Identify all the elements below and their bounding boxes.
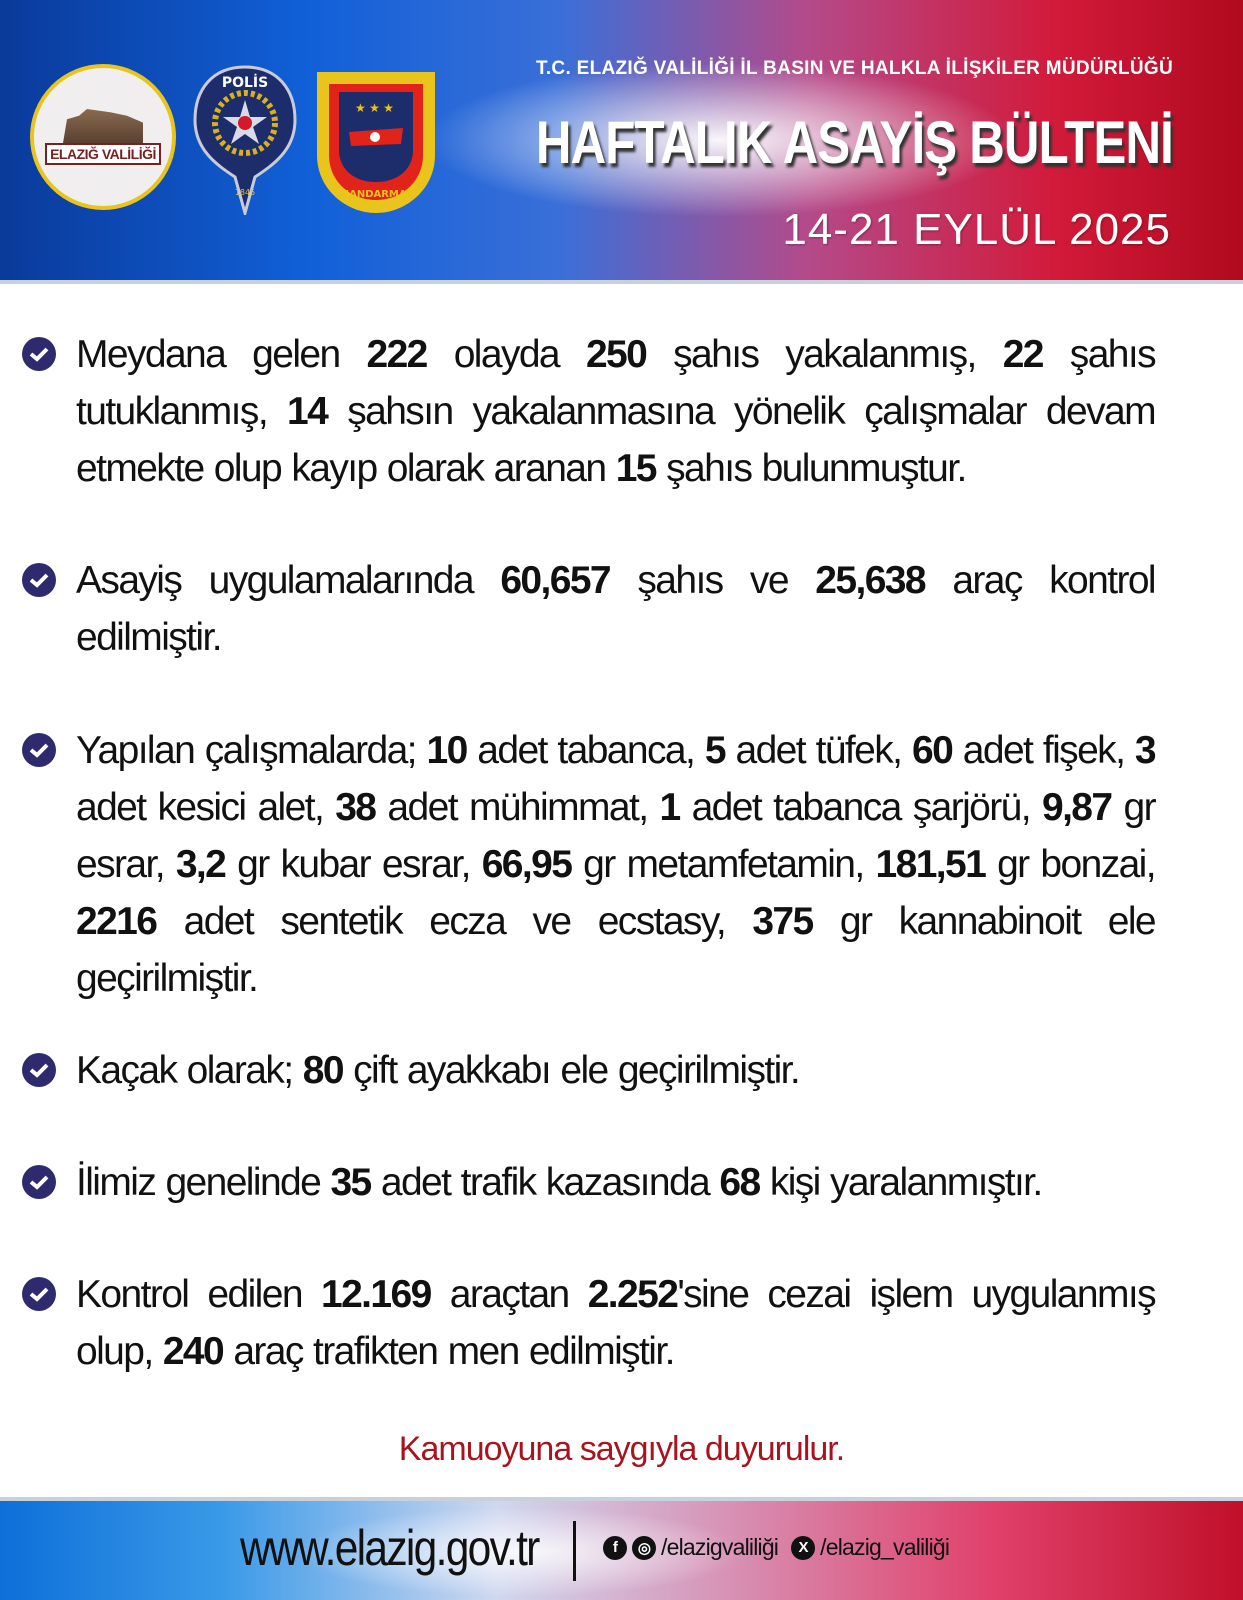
bulletin-item: Kaçak olarak; 80 çift ayakkabı ele geçir… [0,1042,1243,1099]
polis-year: 1845 [235,188,255,197]
highlighted-number: 60,657 [500,559,611,602]
polis-text: POLİS [222,74,268,91]
bulletin-title: HAFTALIK ASAYİŞ BÜLTENİ [535,109,1174,176]
check-circle-icon [22,1165,56,1199]
social-handle[interactable]: /elazigvaliliği [661,1534,779,1560]
text-segment: adet mühimmat, [375,786,660,829]
item-text: İlimiz genelinde 35 adet trafik kazasınd… [76,1154,1155,1211]
x-handle[interactable]: /elazig_valiliği [820,1534,950,1560]
elazig-valiligi-logo: ELAZIĞ VALİLİĞİ [30,64,176,210]
text-segment: gr kannabinoit ele geçirilmiştir. [76,900,1157,1000]
footer-banner: www.elazig.gov.tr f ◎ /elazigvaliliği X … [0,1497,1243,1600]
text-segment: adet tabanca, [466,729,705,772]
check-circle-icon [22,733,56,767]
text-segment: gr kubar esrar, [225,843,482,886]
text-segment: şahsın yakalanmasına yönelik çalışmalar … [76,390,1157,490]
bulletin-item: İlimiz genelinde 35 adet trafik kazasınd… [0,1154,1243,1211]
highlighted-number: 66,95 [481,843,573,886]
text-segment: araç kontrol edilmiştir. [76,559,1157,659]
highlighted-number: 5 [704,729,727,772]
check-circle-icon [22,1053,56,1087]
highlighted-number: 9,87 [1041,786,1113,829]
highlighted-number: 35 [330,1161,372,1204]
text-segment: şahıs bulunmuştur. [655,447,967,490]
highlighted-number: 25,638 [815,559,926,602]
social-links: f ◎ /elazigvaliliği X /elazig_valiliği [603,1534,950,1561]
text-segment: Kontrol edilen [76,1273,321,1316]
svg-text:★ ★ ★: ★ ★ ★ [355,101,394,115]
text-segment: adet kesici alet, [76,786,336,829]
bulletin-item: Yapılan çalışmalarda; 10 adet tabanca, 5… [0,722,1243,1007]
text-segment: kişi yaralanmıştır. [759,1161,1043,1204]
text-segment: araçtan [430,1273,588,1316]
highlighted-number: 222 [366,333,429,376]
text-segment: adet tabanca şarjörü, [679,786,1042,829]
highlighted-number: 15 [615,447,658,490]
website-link[interactable]: www.elazig.gov.tr [240,1520,540,1576]
text-segment: gr esrar, [76,786,1157,886]
text-segment: Yapılan çalışmalarda; [76,729,427,772]
header-banner: ELAZIĞ VALİLİĞİ POLİS 1845 ★ ★ ★ JANDARM… [0,0,1243,284]
item-text: Asayiş uygulamalarında 60,657 şahıs ve 2… [76,552,1157,666]
text-segment: olayda [426,333,586,376]
highlighted-number: 240 [162,1330,225,1373]
text-segment: adet tüfek, [724,729,912,772]
polis-emblem-logo: POLİS 1845 [193,65,297,215]
text-segment: şahıs tutuklanmış, [76,333,1157,433]
jandarma-emblem-logo: ★ ★ ★ JANDARMA [317,72,435,213]
check-circle-icon [22,563,56,597]
x-icon[interactable]: X [791,1535,816,1560]
highlighted-number: 3,2 [175,843,227,886]
text-segment: araç trafikten men edilmiştir. [223,1330,675,1373]
highlighted-number: 22 [1002,333,1045,376]
bulletin-date: 14-21 EYLÜL 2025 [782,205,1171,254]
text-segment: adet sentetik ecza ve ecstasy, [156,900,753,943]
closing-statement: Kamuoyuna saygıyla duyurulur. [398,1430,845,1468]
highlighted-number: 2.252 [587,1273,679,1316]
organization-line: T.C. ELAZIĞ VALİLİĞİ İL BASIN VE HALKLA … [536,58,1173,79]
bulletin-item: Asayiş uygulamalarında 60,657 şahıs ve 2… [0,552,1243,666]
text-segment: adet fişek, [952,729,1135,772]
instagram-icon[interactable]: ◎ [632,1535,656,1560]
footer-divider [573,1521,576,1581]
text-segment: gr bonzai, [985,843,1157,886]
highlighted-number: 3 [1134,729,1157,772]
item-text: Kaçak olarak; 80 çift ayakkabı ele geçir… [76,1042,1155,1099]
text-segment: Kaçak olarak; [76,1049,303,1092]
check-circle-icon [22,1277,56,1311]
text-segment: Asayiş uygulamalarında [76,559,501,602]
item-text: Yapılan çalışmalarda; 10 adet tabanca, 5… [76,722,1157,1007]
jandarma-text: JANDARMA [344,189,407,200]
valilik-logo-text: ELAZIĞ VALİLİĞİ [45,143,161,165]
bulletin-item: Kontrol edilen 12.169 araçtan 2.252'sine… [0,1266,1243,1380]
facebook-icon[interactable]: f [603,1535,627,1560]
highlighted-number: 12.169 [321,1273,432,1316]
text-segment: adet trafik kazasında [370,1161,720,1204]
highlighted-number: 250 [585,333,648,376]
item-text: Meydana gelen 222 olayda 250 şahıs yakal… [76,326,1157,497]
text-segment: 'sine cezai işlem uygulanmış olup, [76,1273,1157,1373]
highlighted-number: 375 [752,900,814,943]
text-segment: şahıs ve [610,559,816,602]
highlighted-number: 60 [912,729,954,772]
text-segment: şahıs yakalanmış, [646,333,1003,376]
highlighted-number: 68 [719,1161,761,1204]
highlighted-number: 38 [335,786,377,829]
text-segment: gr metamfetamin, [571,843,876,886]
bulletin-item: Meydana gelen 222 olayda 250 şahıs yakal… [0,326,1243,497]
item-text: Kontrol edilen 12.169 araçtan 2.252'sine… [76,1266,1157,1380]
highlighted-number: 10 [426,729,469,772]
highlighted-number: 181,51 [875,843,987,886]
text-segment: Meydana gelen [76,333,367,376]
text-segment: çift ayakkabı ele geçirilmiştir. [342,1049,801,1092]
text-segment: İlimiz genelinde [76,1161,331,1204]
highlighted-number: 80 [302,1049,345,1092]
highlighted-number: 14 [287,390,329,433]
check-circle-icon [22,337,56,371]
castle-icon [63,109,143,143]
highlighted-number: 1 [659,786,681,829]
highlighted-number: 2216 [76,900,158,943]
